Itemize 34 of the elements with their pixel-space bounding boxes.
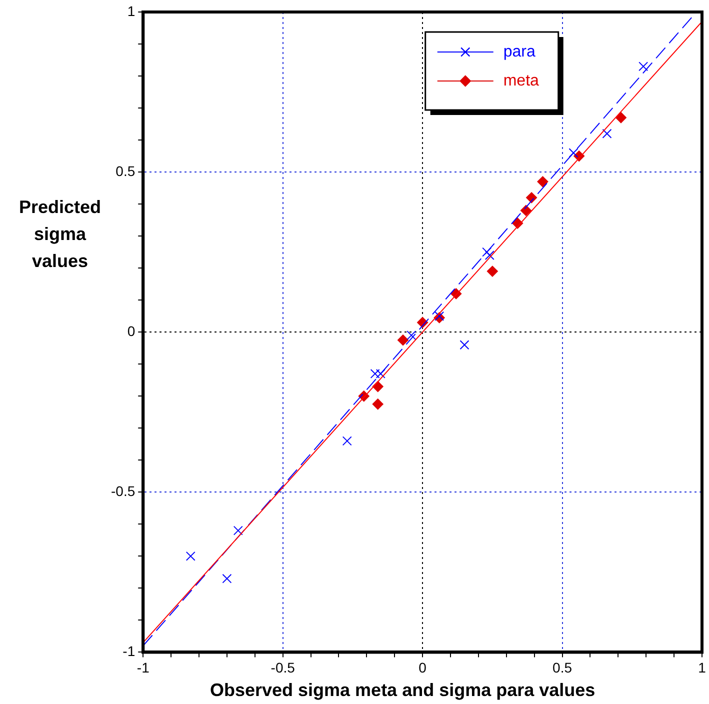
point [460,340,470,350]
point [222,574,232,584]
legend-label: para [503,43,536,60]
x-tick-label: 1 [698,659,706,676]
y-tick-label: 0.5 [116,162,136,179]
y-tick-label: -1 [122,643,136,660]
x-axis-title: Observed sigma meta and sigma para values [210,680,596,700]
point [342,436,352,446]
point [372,398,384,410]
point [434,311,444,321]
point [186,551,196,561]
y-axis-title: Predicted sigma values [18,196,102,271]
y-tick-label: 1 [127,2,136,19]
point [537,176,548,188]
y-tick-label: 0 [127,322,136,339]
point [398,334,408,346]
point [406,330,416,340]
x-tick-label: 0 [418,659,427,676]
point [484,250,494,260]
point [370,368,380,378]
point [526,192,538,204]
point [520,204,532,216]
point [638,62,648,72]
point [602,128,612,138]
point [376,368,386,378]
point [615,112,626,124]
point [486,266,498,277]
x-tick-label: -0.5 [270,659,296,676]
point [233,526,243,536]
y-tick-label: -0.5 [111,483,136,500]
point [482,247,492,257]
point [568,148,578,158]
legend-label: meta [503,72,540,90]
x-tick-label: 0.5 [552,659,572,676]
